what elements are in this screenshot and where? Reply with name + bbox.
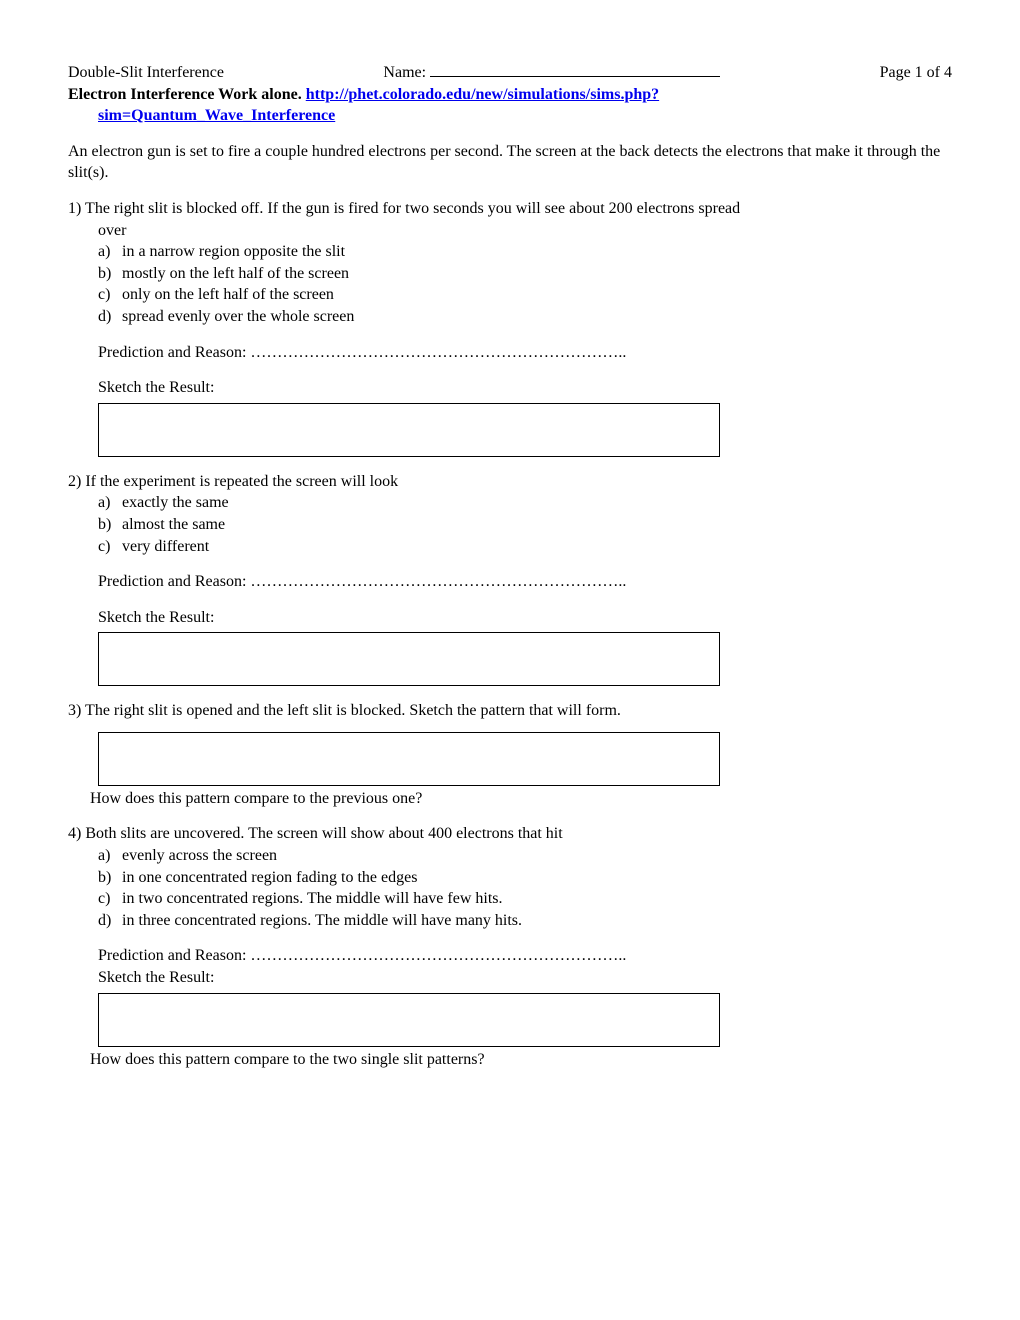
q1-opt-a: a)in a narrow region opposite the slit [98, 241, 952, 263]
q2-opt-b: b)almost the same [98, 514, 952, 536]
dot-leader [250, 947, 626, 964]
sim-link-1[interactable]: http://phet.colorado.edu/new/simulations… [306, 86, 659, 103]
dot-leader [250, 344, 626, 361]
q3-sketch-box[interactable] [98, 732, 720, 786]
q1-stem-a: 1) The right slit is blocked off. If the… [68, 198, 952, 220]
q2-opt-a: a)exactly the same [98, 492, 952, 514]
question-4: 4) Both slits are uncovered. The screen … [68, 823, 952, 1070]
q2-prediction: Prediction and Reason: [98, 571, 952, 593]
q1-opt-c: c)only on the left half of the screen [98, 284, 952, 306]
header-left: Double-Slit Interference [68, 62, 224, 84]
q4-opt-d: d)in three concentrated regions. The mid… [98, 910, 952, 932]
q1-opt-d: d)spread evenly over the whole screen [98, 306, 952, 328]
q4-followup: How does this pattern compare to the two… [90, 1049, 952, 1071]
q4-opt-a: a)evenly across the screen [98, 845, 952, 867]
letter-c: c) [98, 536, 122, 558]
letter-a: a) [98, 492, 122, 514]
q4-sketch-label: Sketch the Result: [98, 967, 952, 989]
q4-opt-b: b)in one concentrated region fading to t… [98, 867, 952, 889]
q1-prediction: Prediction and Reason: [98, 342, 952, 364]
q1-sketch-box[interactable] [98, 403, 720, 457]
intro-paragraph: An electron gun is set to fire a couple … [68, 141, 952, 184]
header-center: Name: [383, 60, 720, 84]
sim-link-2[interactable]: sim=Quantum_Wave_Interference [98, 107, 335, 124]
letter-d: d) [98, 910, 122, 932]
letter-b: b) [98, 263, 122, 285]
name-blank[interactable] [430, 60, 720, 77]
q3-stem: 3) The right slit is opened and the left… [68, 700, 952, 722]
q2-sketch-label: Sketch the Result: [98, 607, 952, 629]
page-header: Double-Slit Interference Name: Page 1 of… [68, 60, 952, 84]
letter-a: a) [98, 845, 122, 867]
letter-c: c) [98, 888, 122, 910]
worksheet-title: Electron Interference Work alone. http:/… [68, 84, 952, 127]
q2-sketch-box[interactable] [98, 632, 720, 686]
q4-stem: 4) Both slits are uncovered. The screen … [68, 823, 952, 845]
q1-opt-b: b)mostly on the left half of the screen [98, 263, 952, 285]
name-label: Name: [383, 64, 426, 81]
q4-opt-c: c)in two concentrated regions. The middl… [98, 888, 952, 910]
letter-c: c) [98, 284, 122, 306]
question-3: 3) The right slit is opened and the left… [68, 700, 952, 809]
q2-opt-c: c)very different [98, 536, 952, 558]
q1-sketch-label: Sketch the Result: [98, 377, 952, 399]
q4-sketch-box[interactable] [98, 993, 720, 1047]
letter-b: b) [98, 514, 122, 536]
dot-leader [250, 573, 626, 590]
question-1: 1) The right slit is blocked off. If the… [68, 198, 952, 457]
letter-d: d) [98, 306, 122, 328]
letter-b: b) [98, 867, 122, 889]
q2-stem: 2) If the experiment is repeated the scr… [68, 471, 952, 493]
header-page: Page 1 of 4 [880, 62, 952, 84]
q3-followup: How does this pattern compare to the pre… [90, 788, 952, 810]
question-2: 2) If the experiment is repeated the scr… [68, 471, 952, 687]
title-prefix: Electron Interference Work alone. [68, 86, 306, 103]
letter-a: a) [98, 241, 122, 263]
q4-prediction: Prediction and Reason: [98, 945, 952, 967]
q1-stem-b: over [98, 220, 952, 242]
